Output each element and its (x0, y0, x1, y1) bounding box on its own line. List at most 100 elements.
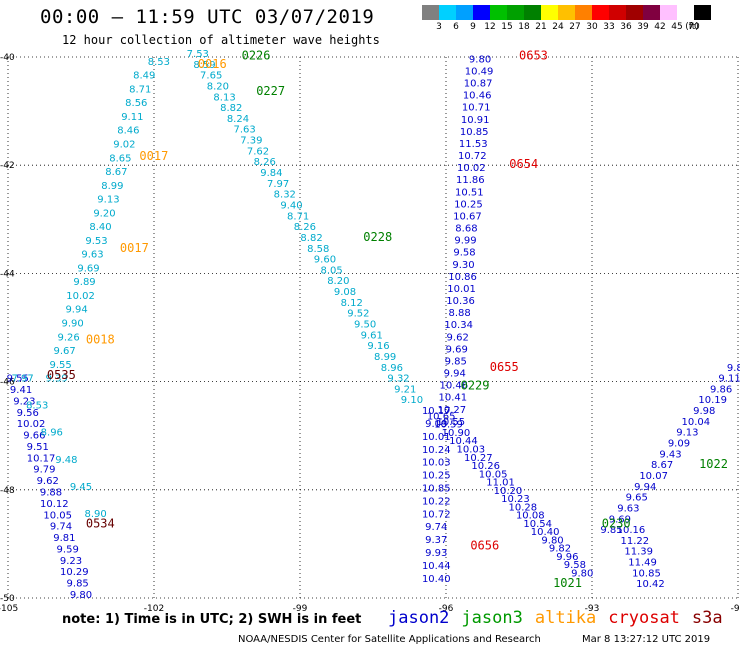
wave-height-value: 10.03 (422, 458, 451, 469)
lat-tick-label: -50 (0, 594, 15, 604)
wave-height-value: 10.24 (422, 445, 451, 456)
wave-height-value: 10.51 (455, 187, 484, 198)
wave-height-value: 10.26 (471, 461, 500, 472)
wave-height-value: 11.39 (624, 547, 653, 558)
wave-height-value: 10.17 (422, 406, 451, 417)
wave-height-value: 10.07 (639, 471, 668, 482)
wave-height-value: 9.80 (70, 590, 92, 601)
pass-time-label: 0656 (470, 538, 499, 552)
wave-height-value: 9.43 (659, 449, 681, 460)
wave-height-value: 10.72 (458, 151, 487, 162)
wave-height-value: 9.62 (37, 476, 59, 487)
wave-height-value: 10.46 (463, 91, 492, 102)
wave-height-value: 8.67 (105, 167, 127, 178)
pass-time-label: 0016 (198, 57, 227, 71)
wave-height-value: 8.24 (227, 114, 249, 125)
wave-height-value: 10.20 (494, 486, 523, 497)
wave-height-value: 10.29 (60, 567, 89, 578)
legend-label: 21 (535, 22, 547, 32)
wave-height-value: 9.84 (260, 168, 282, 179)
wave-height-value: 8.32 (274, 190, 296, 201)
pass-time-label: 0653 (519, 49, 548, 63)
wave-height-value: 8.13 (213, 92, 235, 103)
wave-height-value: 10.03 (457, 444, 486, 455)
wave-height-value: 10.22 (422, 496, 451, 507)
wave-height-value: 9.02 (113, 139, 135, 150)
legend-swatch (575, 5, 592, 20)
wave-height-value: 10.67 (453, 211, 482, 222)
legend-label: 12 (484, 22, 496, 32)
satellite-legend: jason2 jason3 altika cryosat s3a (388, 608, 735, 628)
wave-height-value: 8.99 (374, 352, 396, 363)
wave-height-value: 9.41 (10, 385, 32, 396)
wave-height-value: 10.27 (464, 453, 493, 464)
legend-label: 70 (688, 22, 700, 32)
wave-height-value: 9.85 (67, 579, 89, 590)
wave-height-value: 10.54 (523, 519, 552, 530)
page-title: 00:00 – 11:59 UTC 03/07/2019 (40, 6, 375, 28)
wave-height-value: 9.55 (7, 374, 29, 385)
wave-height-value: 10.05 (43, 510, 72, 521)
wave-height-value: 10.02 (66, 291, 95, 302)
wave-height-value: 9.39 (46, 374, 68, 385)
page-subtitle: 12 hour collection of altimeter wave hei… (62, 33, 380, 47)
wave-height-value: 10.49 (465, 66, 494, 77)
satellite-jason2: jason2 (388, 608, 450, 628)
legend-label: 18 (518, 22, 530, 32)
legend-swatch (507, 5, 524, 20)
wave-height-value: 9.23 (13, 396, 35, 407)
wave-height-value: 9.59 (57, 544, 79, 555)
wave-height-value: 9.88 (40, 487, 62, 498)
lat-tick-label: -44 (0, 269, 15, 279)
pass-time-label: 0230 (602, 517, 631, 531)
wave-height-value: 9.63 (617, 503, 639, 514)
legend-swatch (456, 5, 473, 20)
wave-height-value: 9.69 (77, 263, 99, 274)
wave-height-value: 9.61 (361, 330, 383, 341)
lon-tick-label: -90 (731, 604, 740, 614)
wave-height-value: 8.12 (341, 298, 363, 309)
wave-height-value: 10.44 (422, 561, 451, 572)
pass-time-label: 1022 (699, 457, 728, 471)
wave-height-value: 10.12 (40, 499, 69, 510)
wave-height-value: 9.13 (97, 195, 119, 206)
wave-height-value: 10.85 (632, 568, 661, 579)
wave-height-value: 9.69 (609, 514, 631, 525)
legend-swatch (609, 5, 626, 20)
wave-height-value: 8.05 (321, 265, 343, 276)
pass-time-label: 0226 (242, 49, 271, 63)
wave-height-value: 8.53 (148, 57, 170, 68)
wave-height-value: 8.82 (300, 233, 322, 244)
legend-swatch (490, 5, 507, 20)
wave-height-value: 9.62 (447, 332, 469, 343)
legend-label: 36 (620, 22, 632, 32)
wave-height-value: 10.19 (698, 395, 727, 406)
pass-time-label: 0535 (47, 368, 76, 382)
lon-tick-label: -96 (439, 604, 454, 614)
lat-tick-label: -40 (0, 53, 15, 63)
wave-height-value: 9.80 (469, 54, 491, 65)
wave-height-value: 9.10 (401, 395, 423, 406)
legend-swatch (422, 5, 439, 20)
wave-height-value: 7.97 (11, 374, 33, 385)
wave-height-value: 8.71 (287, 211, 309, 222)
lat-tick-label: -48 (0, 486, 15, 496)
lat-tick-label: -46 (0, 378, 15, 388)
wave-height-value: 9.81 (727, 363, 740, 374)
wave-height-value: 8.96 (41, 428, 63, 439)
wave-height-value: 10.27 (438, 405, 467, 416)
wave-height-value: 7.97 (267, 179, 289, 190)
wave-height-value: 9.20 (93, 208, 115, 219)
pass-time-label: 0534 (86, 517, 115, 531)
wave-height-value: 8.56 (125, 98, 147, 109)
wave-height-value: 9.74 (50, 522, 72, 533)
satellite-s3a: s3a (691, 608, 723, 628)
pass-time-label: 0227 (256, 84, 285, 98)
wave-height-value: 9.85 (445, 356, 467, 367)
wave-height-value: 7.63 (234, 125, 256, 136)
wave-height-value: 8.26 (294, 222, 316, 233)
wave-height-value: 10.36 (446, 296, 475, 307)
wave-height-value: 9.09 (668, 439, 690, 450)
wave-height-value: 9.40 (280, 200, 302, 211)
